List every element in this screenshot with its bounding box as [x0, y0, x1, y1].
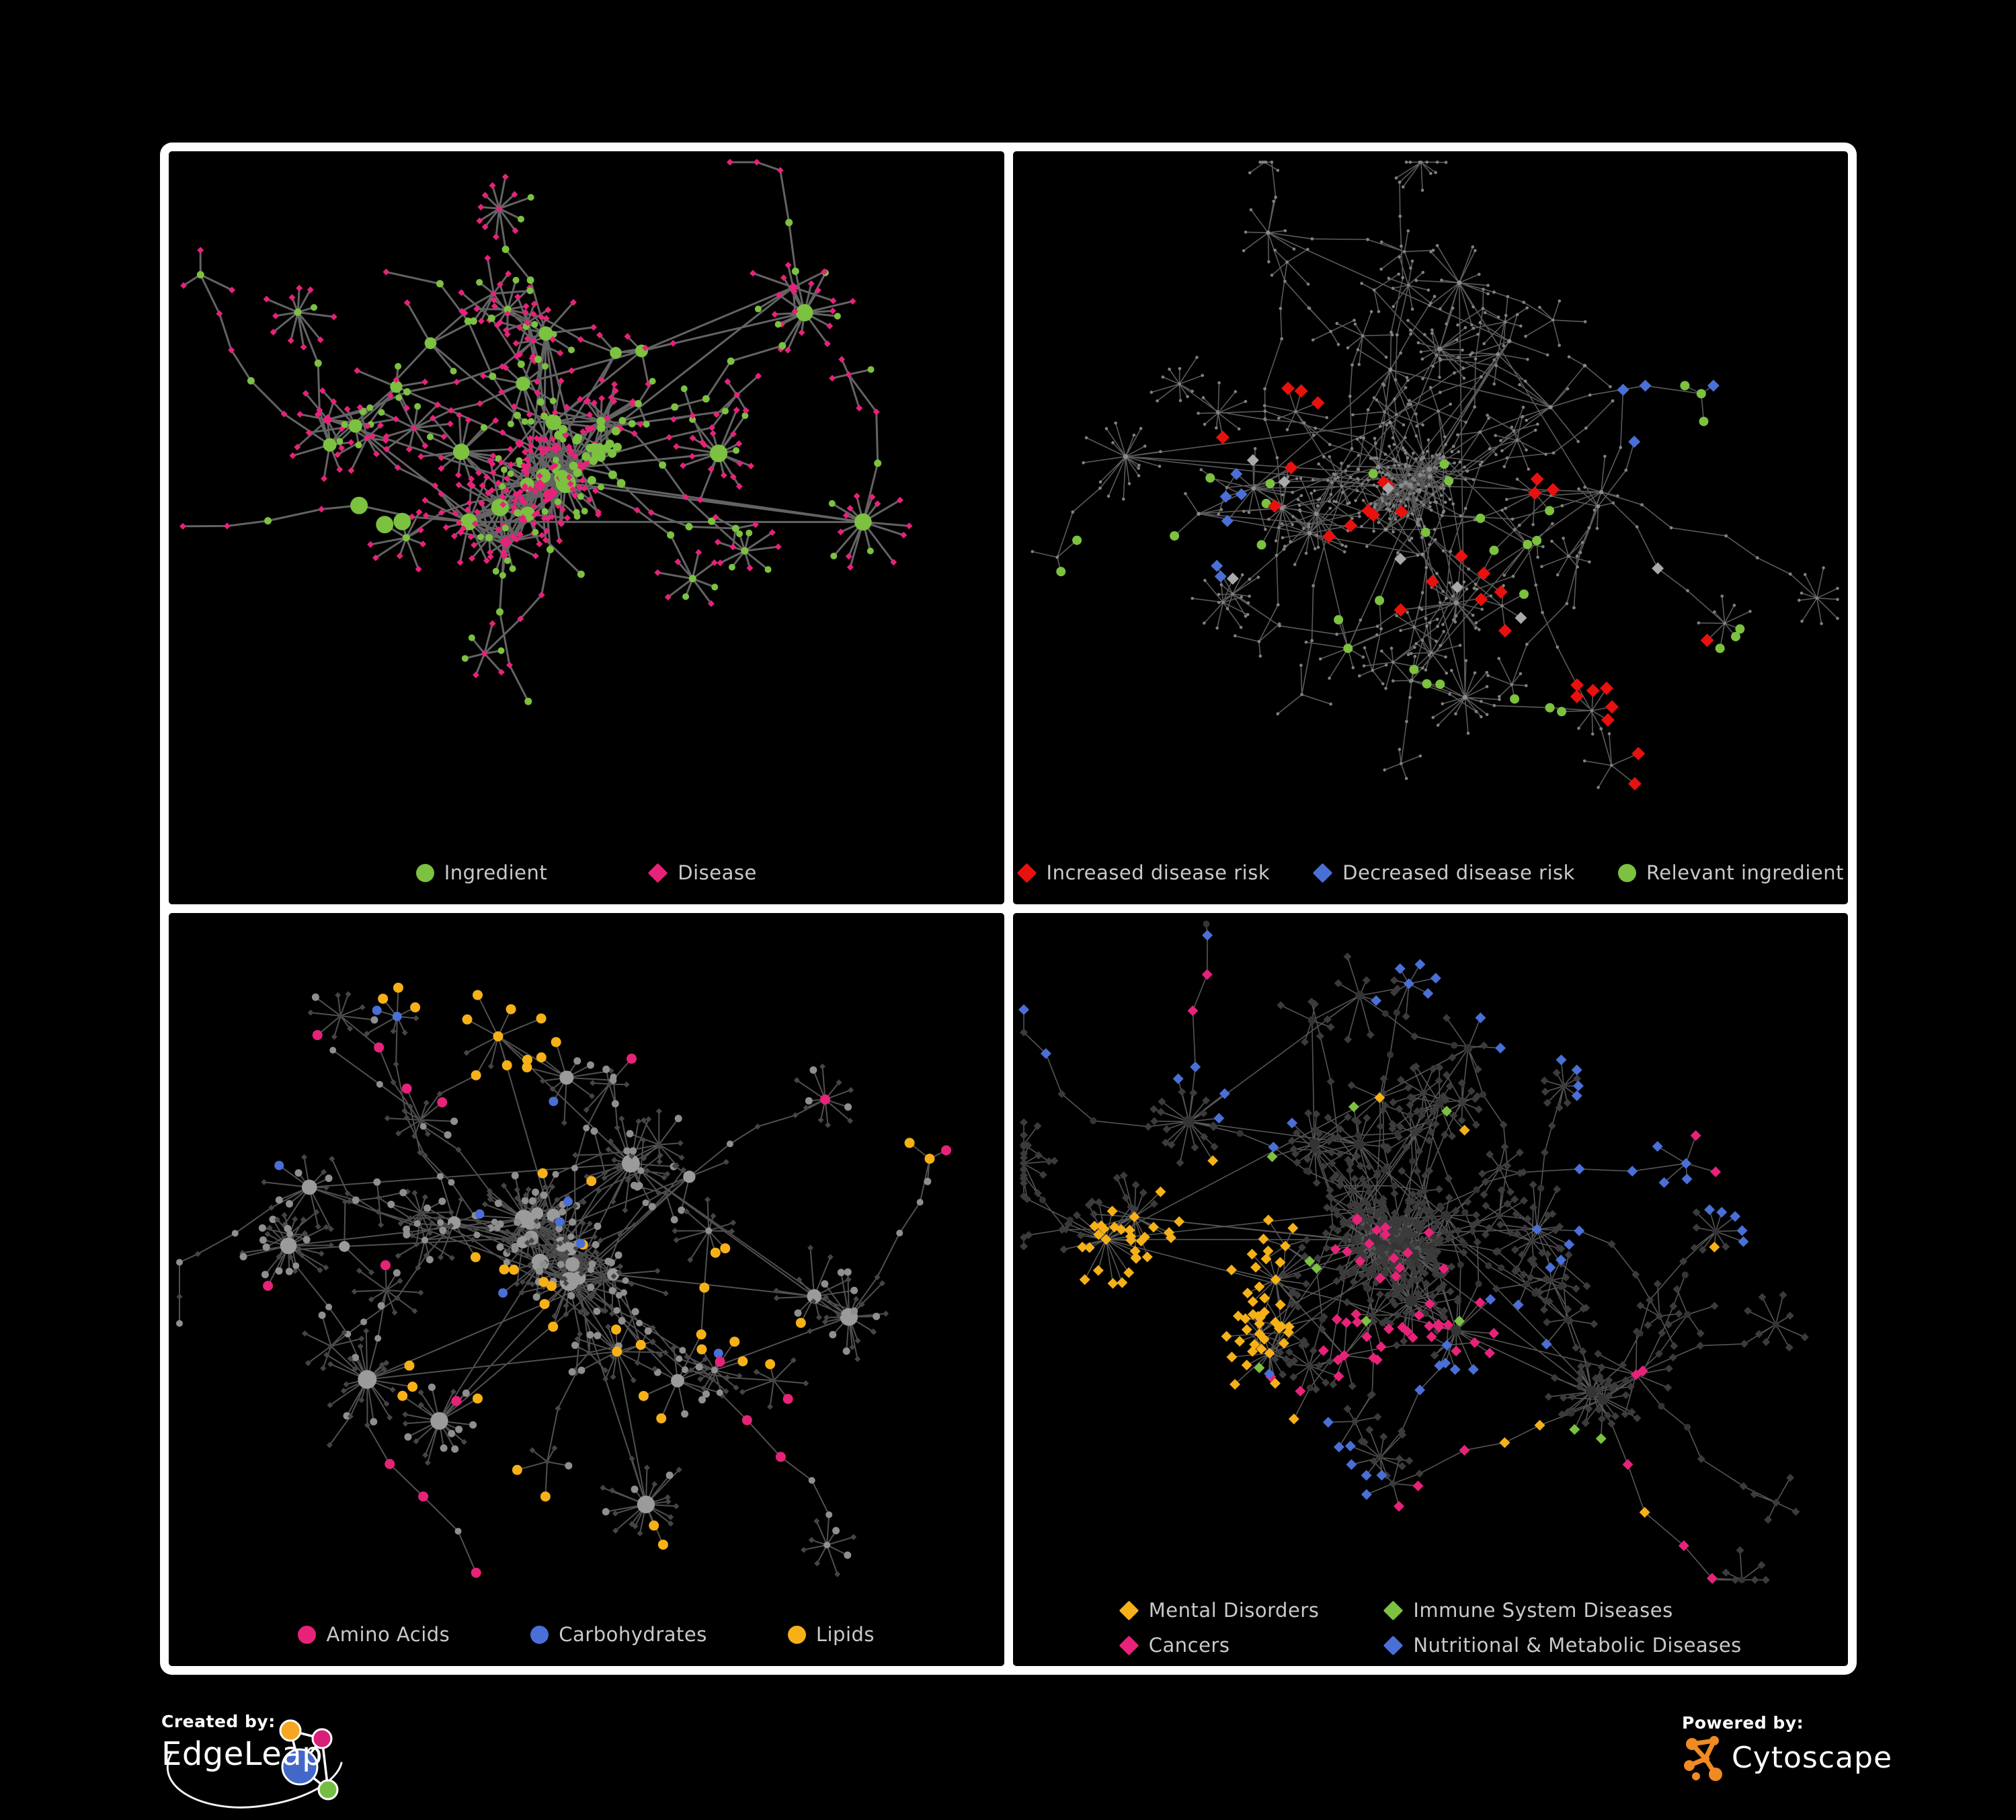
legend-label: Nutritional & Metabolic Diseases: [1413, 1634, 1742, 1657]
circle-marker-icon: [1617, 863, 1636, 882]
edgeleap-wordmark: EdgeLeap: [161, 1735, 323, 1773]
legend-item: Relevant ingredient: [1617, 861, 1844, 884]
legend-item: Nutritional & Metabolic Diseases: [1383, 1634, 1741, 1657]
legend-item: Disease: [647, 861, 757, 884]
edgeleap-credit: Created by: EdgeLeap: [161, 1712, 370, 1820]
macronutrients-network-graph: [175, 982, 952, 1578]
disease-risk-network-graph: [1030, 160, 1839, 791]
diamond-marker-icon: [1119, 1635, 1139, 1655]
legend-label: Increased disease risk: [1046, 861, 1271, 884]
panel-disease-risk: Increased disease risk Decreased disease …: [1012, 151, 1849, 904]
circle-marker-icon: [298, 1625, 317, 1644]
legend-item: Ingredient: [415, 861, 548, 884]
powered-by-label: Powered by:: [1682, 1713, 1804, 1733]
panel-grid: Ingredient Disease Increased disease risk…: [160, 143, 1857, 1675]
legend-item: Carbohydrates: [530, 1623, 707, 1646]
panel-macronutrients: Amino Acids Carbohydrates Lipids: [169, 913, 1004, 1666]
legend-item: Amino Acids: [298, 1623, 450, 1646]
legend-label: Relevant ingredient: [1646, 861, 1844, 884]
diamond-marker-icon: [647, 863, 668, 883]
legend: Ingredient Disease: [169, 861, 1004, 884]
cytoscape-logo-icon: [1684, 1736, 1722, 1781]
cytoscape-wordmark: Cytoscape: [1732, 1740, 1893, 1775]
legend: Mental Disorders Immune System Diseases Ca…: [1119, 1599, 1742, 1657]
legend: Amino Acids Carbohydrates Lipids: [169, 1623, 1004, 1646]
legend-item: Mental Disorders: [1119, 1599, 1320, 1622]
legend-label: Disease: [678, 861, 757, 884]
legend-label: Mental Disorders: [1148, 1599, 1320, 1622]
diamond-marker-icon: [1383, 1600, 1404, 1620]
ingredient-disease-network-graph: [179, 159, 913, 705]
legend: Increased disease risk Decreased disease …: [1013, 861, 1849, 884]
panel-disease-categories: Mental Disorders Immune System Diseases Ca…: [1012, 913, 1848, 1666]
legend-label: Immune System Diseases: [1413, 1599, 1673, 1622]
legend-label: Amino Acids: [326, 1623, 450, 1646]
legend-label: Carbohydrates: [559, 1623, 707, 1646]
diamond-marker-icon: [1312, 863, 1333, 883]
panel-ingredient-disease: Ingredient Disease: [169, 151, 1004, 904]
circle-marker-icon: [787, 1625, 806, 1644]
legend-item: Increased disease risk: [1016, 861, 1271, 884]
created-by-label: Created by:: [161, 1712, 276, 1731]
legend-label: Cancers: [1148, 1634, 1230, 1657]
cytoscape-credit: Powered by: Cytoscape: [1682, 1713, 1892, 1781]
circle-marker-icon: [415, 863, 434, 882]
legend-label: Ingredient: [444, 861, 548, 884]
diamond-marker-icon: [1016, 863, 1037, 883]
edgeleap-logo-icon: [167, 1719, 343, 1809]
legend-item: Lipids: [787, 1623, 875, 1646]
diamond-marker-icon: [1383, 1635, 1404, 1655]
legend-item: Cancers: [1119, 1634, 1320, 1657]
legend-label: Lipids: [815, 1623, 875, 1646]
disease-categories-network-graph: [1018, 920, 1809, 1584]
legend-item: Decreased disease risk: [1312, 861, 1575, 884]
legend-item: Immune System Diseases: [1383, 1599, 1741, 1622]
diamond-marker-icon: [1119, 1600, 1139, 1620]
legend-label: Decreased disease risk: [1342, 861, 1575, 884]
circle-marker-icon: [530, 1625, 549, 1644]
